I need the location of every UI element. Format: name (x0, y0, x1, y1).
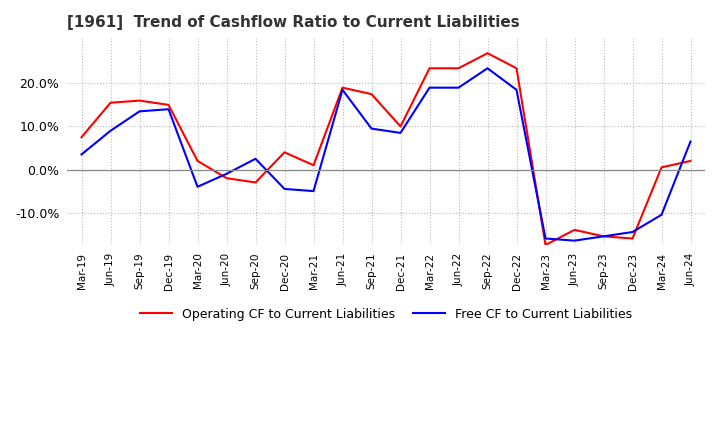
Operating CF to Current Liabilities (193, 158, 202, 164)
Free CF to Current Liabilities (135, 109, 144, 114)
Operating CF to Current Liabilities (338, 85, 347, 90)
Operating CF to Current Liabilities (106, 100, 114, 106)
Free CF to Current Liabilities (599, 234, 608, 239)
Operating CF to Current Liabilities (599, 234, 608, 239)
Free CF to Current Liabilities (280, 186, 289, 191)
Free CF to Current Liabilities (454, 85, 463, 90)
Free CF to Current Liabilities (77, 152, 86, 157)
Operating CF to Current Liabilities (77, 135, 86, 140)
Free CF to Current Liabilities (367, 126, 376, 131)
Operating CF to Current Liabilities (396, 124, 405, 129)
Operating CF to Current Liabilities (454, 66, 463, 71)
Operating CF to Current Liabilities (570, 227, 579, 232)
Operating CF to Current Liabilities (483, 51, 492, 56)
Free CF to Current Liabilities (483, 66, 492, 71)
Free CF to Current Liabilities (164, 106, 173, 112)
Operating CF to Current Liabilities (628, 236, 636, 241)
Operating CF to Current Liabilities (657, 165, 666, 170)
Operating CF to Current Liabilities (280, 150, 289, 155)
Free CF to Current Liabilities (251, 156, 260, 161)
Operating CF to Current Liabilities (222, 176, 231, 181)
Free CF to Current Liabilities (309, 188, 318, 194)
Text: [1961]  Trend of Cashflow Ratio to Current Liabilities: [1961] Trend of Cashflow Ratio to Curren… (67, 15, 520, 30)
Free CF to Current Liabilities (222, 171, 231, 176)
Operating CF to Current Liabilities (367, 92, 376, 97)
Free CF to Current Liabilities (541, 236, 550, 241)
Line: Free CF to Current Liabilities: Free CF to Current Liabilities (81, 68, 690, 241)
Operating CF to Current Liabilities (251, 180, 260, 185)
Free CF to Current Liabilities (338, 87, 347, 92)
Operating CF to Current Liabilities (164, 102, 173, 107)
Operating CF to Current Liabilities (135, 98, 144, 103)
Legend: Operating CF to Current Liabilities, Free CF to Current Liabilities: Operating CF to Current Liabilities, Fre… (135, 303, 636, 326)
Operating CF to Current Liabilities (309, 163, 318, 168)
Free CF to Current Liabilities (628, 229, 636, 235)
Free CF to Current Liabilities (512, 87, 521, 92)
Free CF to Current Liabilities (657, 212, 666, 217)
Free CF to Current Liabilities (426, 85, 434, 90)
Operating CF to Current Liabilities (512, 66, 521, 71)
Free CF to Current Liabilities (396, 130, 405, 136)
Free CF to Current Liabilities (570, 238, 579, 243)
Line: Operating CF to Current Liabilities: Operating CF to Current Liabilities (81, 53, 690, 245)
Operating CF to Current Liabilities (426, 66, 434, 71)
Free CF to Current Liabilities (686, 139, 695, 144)
Free CF to Current Liabilities (106, 128, 114, 133)
Free CF to Current Liabilities (193, 184, 202, 189)
Operating CF to Current Liabilities (686, 158, 695, 164)
Operating CF to Current Liabilities (541, 242, 550, 248)
